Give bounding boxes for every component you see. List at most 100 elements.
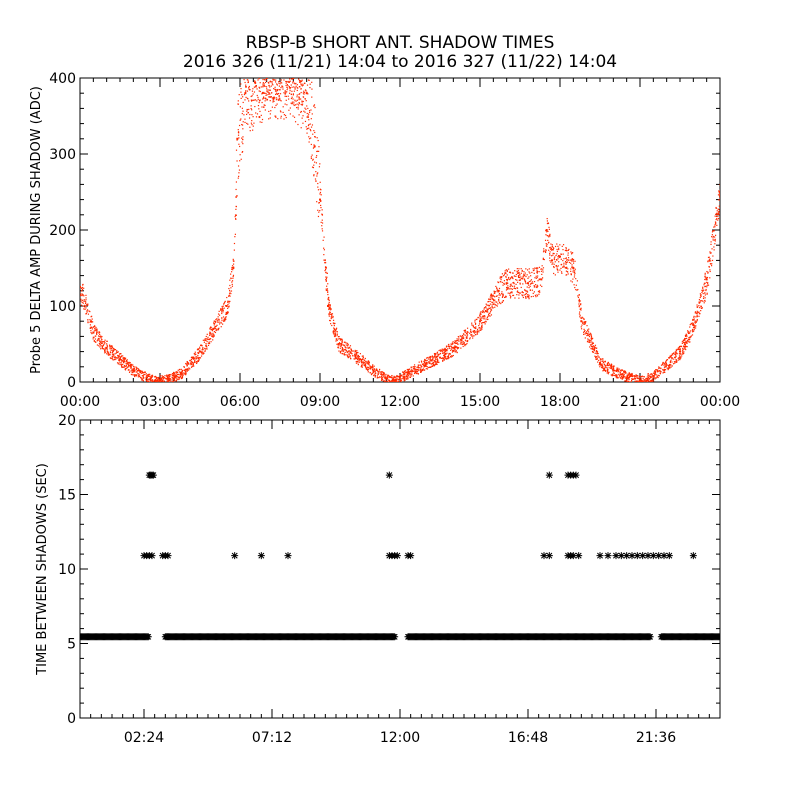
data-point-cloud — [225, 319, 226, 320]
data-point-cloud — [675, 352, 676, 353]
data-point-cloud — [227, 313, 228, 314]
data-point-cloud — [254, 87, 255, 88]
data-point-cloud — [657, 377, 658, 378]
data-point-cloud — [343, 353, 344, 354]
data-point-cloud — [711, 263, 712, 264]
data-point-cloud — [539, 292, 540, 293]
data-point-cloud — [480, 316, 481, 317]
data-point-cloud — [574, 270, 575, 271]
data-point-cloud — [193, 362, 194, 363]
data-point-cloud — [309, 110, 310, 111]
data-point-cloud — [91, 316, 92, 317]
data-point-cloud — [125, 359, 126, 360]
data-point-cloud — [251, 105, 252, 106]
data-point-cloud — [514, 288, 515, 289]
data-point-cloud — [527, 278, 528, 279]
data-point-cloud — [306, 92, 307, 93]
data-point-cloud — [515, 279, 516, 280]
data-point-cloud — [446, 350, 447, 351]
data-point-cloud — [663, 365, 664, 366]
data-point-cloud — [223, 316, 224, 317]
data-point-cloud — [194, 362, 195, 363]
data-point-cloud — [598, 353, 599, 354]
data-point-cloud — [186, 365, 187, 366]
y-tick-label-delta-amp: 100 — [49, 299, 76, 315]
data-point-cloud — [87, 305, 88, 306]
data-point-cloud — [392, 377, 393, 378]
data-point-cloud — [667, 359, 668, 360]
data-point-cloud — [705, 273, 706, 274]
data-point-cloud — [232, 269, 233, 270]
data-point-cloud — [555, 274, 556, 275]
data-point-cloud — [698, 316, 699, 317]
data-point-cloud — [318, 216, 319, 217]
data-point-cloud — [242, 143, 243, 144]
data-point-cloud — [202, 352, 203, 353]
data-point-cloud — [309, 112, 310, 113]
data-point-cloud — [249, 86, 250, 87]
data-point-cloud — [699, 307, 700, 308]
data-point-cloud — [480, 327, 481, 328]
data-point-cloud — [407, 377, 408, 378]
data-point-cloud — [406, 375, 407, 376]
data-point-cloud — [534, 269, 535, 270]
data-point-cloud — [695, 325, 696, 326]
data-point-cloud — [716, 218, 717, 219]
data-point-cloud — [689, 341, 690, 342]
data-point-cloud — [313, 167, 314, 168]
data-point-cloud — [705, 277, 706, 278]
data-point-cloud — [483, 312, 484, 313]
data-point-cloud — [495, 286, 496, 287]
data-point-cloud — [286, 117, 287, 118]
data-point-cloud — [339, 343, 340, 344]
data-point-cloud — [170, 380, 171, 381]
data-point-cloud — [547, 240, 548, 241]
data-point-cloud — [176, 373, 177, 374]
data-point-cloud — [485, 318, 486, 319]
data-point-cloud — [299, 103, 300, 104]
data-point-cloud — [404, 378, 405, 379]
data-point-cloud — [589, 346, 590, 347]
data-point-cloud — [490, 295, 491, 296]
data-point-cloud — [583, 319, 584, 320]
data-point-cloud — [492, 298, 493, 299]
data-point-cloud — [290, 87, 291, 88]
data-point-cloud — [355, 350, 356, 351]
data-point-cloud — [366, 367, 367, 368]
data-point-cloud — [369, 364, 370, 365]
data-point-cloud — [102, 341, 103, 342]
data-point-cloud — [347, 344, 348, 345]
y-tick-label-time-between: 5 — [67, 637, 76, 653]
data-point-cloud — [583, 324, 584, 325]
data-point-cloud — [504, 284, 505, 285]
data-point-cloud — [313, 105, 314, 106]
data-point-cloud — [510, 272, 511, 273]
data-point-cloud — [465, 332, 466, 333]
data-point-cloud — [582, 317, 583, 318]
data-point-cloud — [375, 373, 376, 374]
data-point-cloud — [178, 370, 179, 371]
data-point-cloud — [96, 331, 97, 332]
data-point-cloud — [522, 278, 523, 279]
data-point-cloud — [581, 326, 582, 327]
data-point-cloud — [290, 81, 291, 82]
data-point-cloud — [196, 356, 197, 357]
data-point-cloud — [317, 172, 318, 173]
data-point-cloud — [519, 283, 520, 284]
data-point-cloud — [309, 141, 310, 142]
data-point-cloud — [359, 356, 360, 357]
data-point-cloud — [81, 290, 82, 291]
data-point-cloud — [176, 371, 177, 372]
data-point-cloud — [679, 348, 680, 349]
data-point-cloud — [310, 123, 311, 124]
data-point-cloud — [594, 356, 595, 357]
data-point-cloud — [634, 381, 635, 382]
data-point-cloud — [467, 332, 468, 333]
data-point-cloud — [239, 125, 240, 126]
data-point-cloud — [230, 274, 231, 275]
data-point-cloud — [293, 81, 294, 82]
data-point-cloud — [556, 265, 557, 266]
data-point-cloud — [441, 358, 442, 359]
data-point-cloud — [93, 332, 94, 333]
data-point-cloud — [573, 263, 574, 264]
